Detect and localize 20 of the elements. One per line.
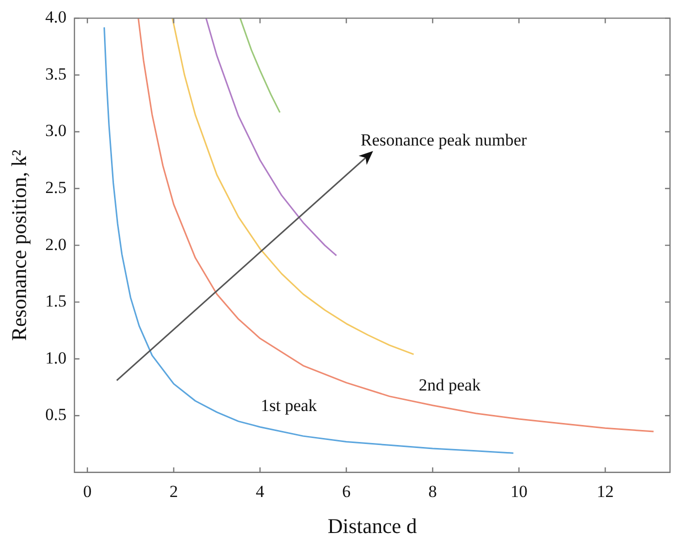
x-axis-title: Distance d (328, 514, 418, 538)
y-tick-label: 1.5 (45, 292, 66, 311)
x-tick-label: 4 (256, 482, 265, 502)
y-tick-label: 4.0 (45, 8, 66, 27)
x-tick-label: 0 (83, 482, 92, 502)
y-tick-label: 3.0 (45, 121, 66, 140)
y-tick-label: 3.5 (45, 64, 66, 84)
x-tick-label: 10 (510, 482, 528, 502)
y-tick-label: 0.5 (45, 405, 66, 424)
x-tick-label: 6 (342, 482, 351, 502)
y-tick-label: 2.5 (45, 178, 66, 197)
y-axis-title: Resonance position, k² (7, 150, 32, 341)
y-tick-label: 2.0 (45, 234, 66, 254)
annotation: 1st peak (260, 396, 318, 416)
annotation: Resonance peak number (360, 130, 528, 150)
annotation: 2nd peak (418, 376, 482, 395)
x-tick-label: 2 (169, 482, 178, 502)
x-tick-label: 8 (428, 482, 437, 502)
y-tick-label: 1.0 (45, 348, 66, 368)
x-tick-label: 12 (596, 482, 614, 502)
